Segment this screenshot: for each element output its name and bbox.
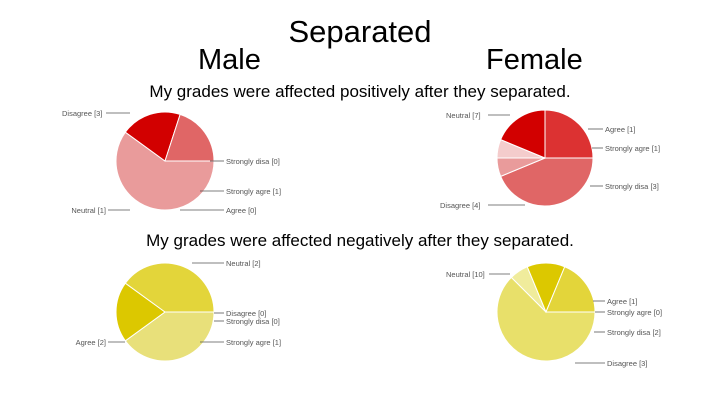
slice-label-strongly-disa: Strongly disa [3] xyxy=(605,182,659,191)
pie-slice-disagree xyxy=(115,131,215,211)
slice-label-agree: Agree [2] xyxy=(76,338,106,347)
slice-label-disagree: Disagree [0] xyxy=(226,309,266,318)
slice-label-strongly-agre: Strongly agre [1] xyxy=(605,144,660,153)
pie-chart-male-positive: Disagree [3] Strongly disa [0] Strongly ag… xyxy=(62,109,281,215)
pie-chart-female-positive: Neutral [7] Agree [1] Strongly agre [1] Str… xyxy=(440,109,660,210)
slice-label-agree: Agree [1] xyxy=(605,125,635,134)
male-header: Male xyxy=(198,44,261,76)
slice-label-agree: Agree [0] xyxy=(226,206,256,215)
slice-label-agree: Agree [1] xyxy=(607,297,637,306)
pie-slice-neutral xyxy=(496,276,596,362)
slice-label-neutral: Neutral [7] xyxy=(446,111,481,120)
question-negative: My grades were affected negatively after… xyxy=(146,231,574,250)
pie-slice-neutral xyxy=(500,157,594,207)
slice-label-strongly-disa: Strongly disa [0] xyxy=(226,317,280,326)
slice-label-neutral: Neutral [2] xyxy=(226,259,261,268)
slice-label-strongly-disa: Strongly disa [2] xyxy=(607,328,661,337)
slice-label-strongly-disa: Strongly disa [0] xyxy=(226,157,280,166)
slice-label-disagree: Disagree [3] xyxy=(607,359,647,368)
pie-slice-disagree xyxy=(544,109,594,159)
pie-chart-male-negative: Neutral [2] Disagree [0]Strongly disa [0]… xyxy=(76,259,281,362)
pie-slice-neutral xyxy=(164,113,215,162)
pie-slice-disagree xyxy=(545,266,596,313)
pie-slice-strongly-agre xyxy=(124,111,181,162)
slice-label-strongly-agre: Strongly agre [1] xyxy=(226,187,281,196)
slice-label-disagree: Disagree [4] xyxy=(440,201,480,210)
page-title: Separated xyxy=(288,14,432,49)
question-positive: My grades were affected positively after… xyxy=(149,82,571,101)
pie-slice-strongly-agre xyxy=(115,282,166,342)
slice-label-strongly-agre: Strongly agre [1] xyxy=(226,338,281,347)
pie-slice-neutral xyxy=(124,311,215,362)
pie-slice-agree xyxy=(124,262,215,313)
slice-label-neutral: Neutral [1] xyxy=(71,206,106,215)
slice-label-disagree: Disagree [3] xyxy=(62,109,102,118)
slice-label-neutral: Neutral [10] xyxy=(446,270,485,279)
pie-chart-female-negative: Neutral [10] Agree [1] Strongly agre [0] St… xyxy=(446,262,662,368)
female-header: Female xyxy=(486,44,583,76)
slice-label-strongly-agre: Strongly agre [0] xyxy=(607,308,662,317)
pie-slice-strongly-disa xyxy=(500,109,546,159)
